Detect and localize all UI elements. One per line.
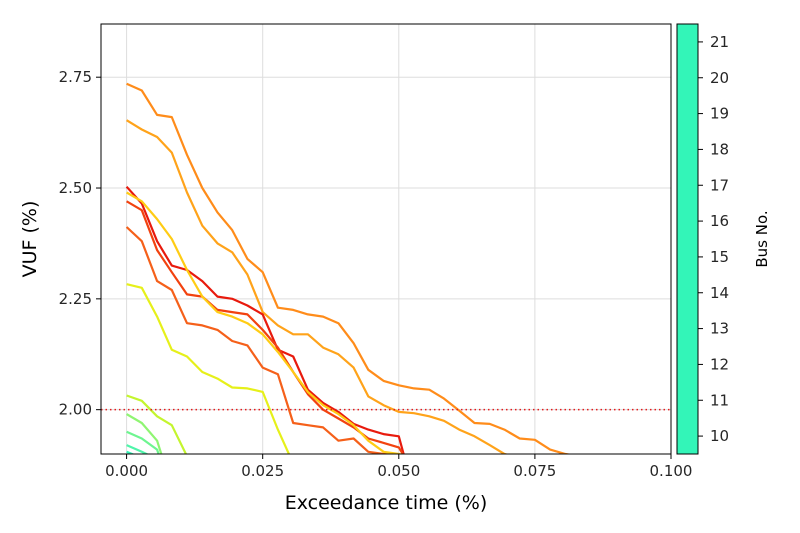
x-tick-label: 0.100 [650,462,693,480]
colorbar-tick-label: 12 [710,355,729,373]
colorbar-tick-label: 21 [710,33,729,51]
colorbar-tick-label: 15 [710,248,729,266]
colorbar-label: Bus No. [753,210,771,267]
y-tick-label: 2.75 [59,68,92,86]
colorbar-tick-label: 20 [710,69,729,87]
series-layer [125,82,572,454]
x-tick-label: 0.050 [377,462,420,480]
series-line [126,450,135,454]
y-tick-label: 2.50 [59,179,92,197]
y-axis-label: VUF (%) [19,201,41,278]
grid [101,24,672,454]
x-tick-label: 0.025 [241,462,284,480]
x-axis-label: Exceedance time (%) [285,492,488,514]
series-line [126,200,405,454]
y-tick-label: 2.00 [59,401,92,419]
series-line [126,413,163,454]
series-line [126,394,188,454]
x-tick-label: 0.000 [105,462,148,480]
series-line [125,185,405,454]
series-line [126,430,160,454]
colorbar-tick-label: 11 [710,391,729,409]
series-line [125,226,400,454]
colorbar-tick-label: 18 [710,140,729,158]
colorbar [676,23,699,455]
colorbar-ticks: 10 11 12 13 14 15 16 17 18 19 20 21 [698,33,729,445]
colorbar-tick-label: 13 [710,320,729,338]
y-tick-label: 2.25 [59,290,92,308]
series-line [126,119,509,454]
colorbar-tick-label: 10 [710,427,729,445]
colorbar-tick-label: 19 [710,105,729,123]
x-tick-label: 0.075 [513,462,556,480]
axes: 0.000 0.025 0.050 0.075 0.100 2.00 2.25 2.50 2.7… [59,68,693,480]
colorbar-tick-label: 16 [710,212,729,230]
series-line [126,82,572,454]
colorbar-tick-label: 14 [710,284,729,302]
series-line [126,191,405,454]
series-line [126,444,150,454]
plot-frame [100,23,672,455]
series-line [126,283,291,454]
colorbar-tick-label: 17 [710,176,729,194]
